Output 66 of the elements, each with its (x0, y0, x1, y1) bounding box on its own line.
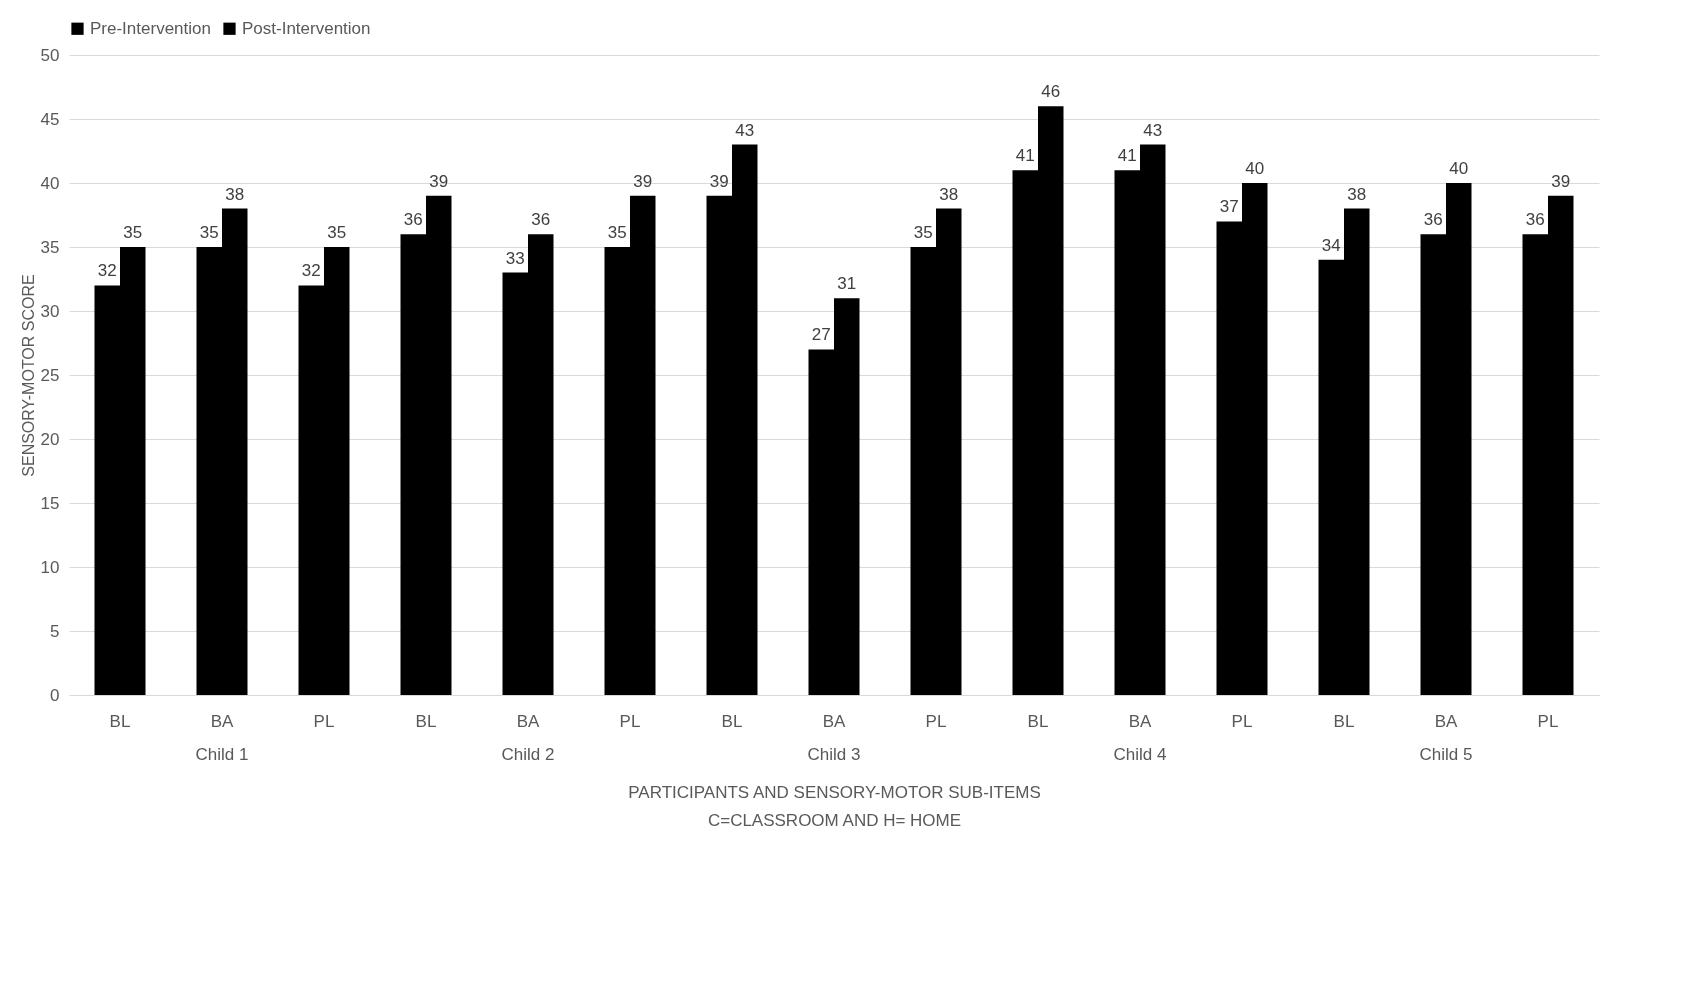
data-label: 31 (837, 274, 857, 294)
data-label: 35 (913, 223, 933, 242)
y-tick-label: 50 (40, 45, 60, 65)
data-label: 34 (1321, 235, 1341, 255)
x-tick-label: PL (313, 711, 335, 731)
y-tick-label: 0 (50, 685, 60, 705)
data-label: 38 (1347, 184, 1367, 204)
data-label: 36 (1423, 210, 1443, 230)
data-label: 27 (811, 325, 831, 345)
data-label: 36 (531, 210, 551, 230)
y-tick-label: 30 (40, 301, 60, 321)
x-tick-label: BA (210, 711, 234, 731)
y-tick-label: 10 (40, 557, 60, 577)
text: Child 5 (1419, 745, 1473, 764)
data-label: 36 (403, 210, 423, 230)
x-axis-title: PARTICIPANTS AND SENSORY-MOTOR SUB-ITEMS (628, 782, 1041, 802)
data-label: 40 (1245, 159, 1265, 178)
y-tick-label: 40 (40, 173, 60, 193)
legend-label: Pre-Intervention (90, 18, 211, 38)
y-tick-label: 45 (40, 109, 60, 129)
data-label: 40 (1449, 159, 1469, 178)
data-label: 39 (633, 171, 653, 191)
x-tick-label: BA (1434, 711, 1458, 731)
text: Child 1 (195, 745, 249, 764)
x-tick-label: BL (721, 711, 743, 731)
y-tick-label: 20 (40, 429, 60, 449)
y-tick-label: 5 (50, 621, 60, 641)
x-tick-label: BA (822, 711, 846, 731)
data-label: 33 (505, 248, 525, 268)
x-tick-label: BL (109, 711, 131, 731)
data-label: 46 (1041, 82, 1061, 102)
x-tick-label: BL (1027, 711, 1049, 731)
legend-label: Post-Intervention (242, 18, 371, 38)
data-label: 35 (123, 223, 143, 242)
x-tick-label: BA (516, 711, 540, 731)
text: Child 3 (807, 745, 861, 764)
text: C=CLASSROOM AND H= HOME (707, 810, 962, 830)
data-label: 39 (1551, 171, 1571, 191)
x-tick-label: PL (619, 711, 641, 731)
data-label: 43 (1143, 120, 1163, 140)
text: Child 4 (1113, 745, 1167, 764)
x-tick-label: PL (1537, 711, 1559, 731)
y-axis-title: SENSORY-MOTOR SCORE (19, 274, 37, 477)
data-label: 35 (327, 223, 347, 242)
data-label: 41 (1015, 146, 1035, 166)
x-tick-label: BA (1128, 711, 1152, 731)
data-label: 32 (301, 261, 321, 281)
data-label: 39 (429, 171, 449, 191)
x-tick-label: BL (415, 711, 437, 731)
data-label: 38 (939, 184, 959, 204)
y-tick-label: 25 (40, 365, 60, 385)
data-label: 38 (225, 184, 245, 204)
data-label: 36 (1525, 210, 1545, 230)
data-label: 41 (1117, 146, 1137, 166)
y-tick-label: 35 (40, 237, 60, 257)
data-label: 32 (97, 261, 117, 281)
x-tick-label: BL (1333, 711, 1355, 731)
data-label: 43 (735, 120, 755, 140)
data-label: 37 (1219, 197, 1239, 217)
x-tick-label: PL (925, 711, 947, 731)
data-label: 35 (607, 223, 627, 242)
data-label: 35 (199, 223, 219, 242)
x-tick-label: PL (1231, 711, 1253, 731)
y-tick-label: 15 (40, 493, 60, 513)
data-label: 39 (709, 171, 729, 191)
text: Child 2 (501, 745, 555, 764)
